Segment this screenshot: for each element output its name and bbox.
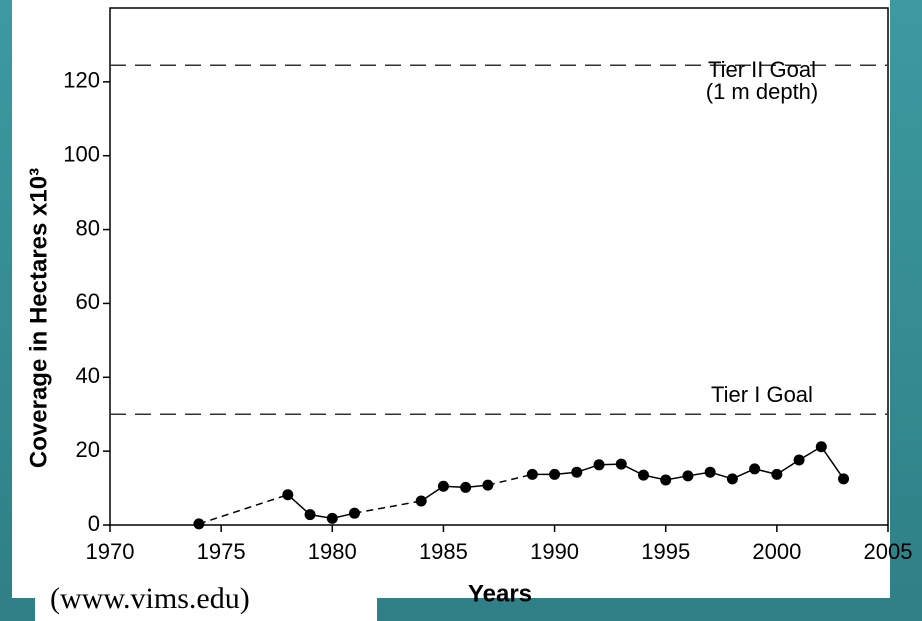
x-axis-label: Years: [468, 580, 532, 607]
y-tick-label: 40: [76, 363, 100, 388]
y-tick-label: 100: [63, 142, 100, 167]
data-point: [793, 454, 805, 466]
y-tick-label: 0: [88, 511, 100, 536]
data-point: [571, 466, 583, 478]
data-point: [349, 507, 361, 519]
x-tick-label: 1990: [530, 539, 579, 564]
data-point: [526, 468, 538, 480]
goal-label: (1 m depth): [706, 79, 819, 104]
data-point: [282, 489, 294, 501]
x-tick-label: 2005: [864, 539, 913, 564]
data-point: [704, 466, 716, 478]
x-tick-label: 1975: [197, 539, 246, 564]
y-tick-label: 20: [76, 437, 100, 462]
line-segment: [820, 446, 845, 480]
source: (www.vims.edu): [50, 582, 250, 615]
goal-label: Tier II Goal: [708, 57, 816, 82]
line-segment: [487, 473, 533, 486]
data-point: [482, 479, 494, 491]
source-panel: [35, 590, 377, 621]
data-point: [304, 509, 316, 521]
data-point: [637, 469, 649, 481]
y-tick-label: 60: [76, 289, 100, 314]
line-segment: [198, 494, 289, 525]
y-tick-label: 80: [76, 215, 100, 240]
data-point: [726, 473, 738, 485]
data-point: [749, 463, 761, 475]
data-point: [771, 468, 783, 480]
data-point: [615, 458, 627, 470]
data-point: [415, 495, 427, 507]
data-point: [460, 481, 472, 493]
data-point: [593, 459, 605, 471]
goal-label: Tier I Goal: [711, 382, 813, 407]
slide-panel: [12, 0, 890, 598]
x-tick-label: 1970: [86, 539, 135, 564]
data-point: [815, 441, 827, 453]
data-point: [549, 468, 561, 480]
y-axis-label: Coverage in Hectares x10³: [25, 168, 52, 468]
plot-frame: [109, 7, 889, 526]
data-point: [193, 518, 205, 530]
data-point: [660, 474, 672, 486]
x-tick-label: 1985: [419, 539, 468, 564]
data-point: [682, 470, 694, 482]
x-tick-label: 1980: [308, 539, 357, 564]
data-point: [437, 480, 449, 492]
x-tick-label: 1995: [641, 539, 690, 564]
x-tick-label: 2000: [752, 539, 801, 564]
data-point: [326, 512, 338, 524]
y-tick-label: 120: [63, 68, 100, 93]
data-point: [838, 473, 850, 485]
